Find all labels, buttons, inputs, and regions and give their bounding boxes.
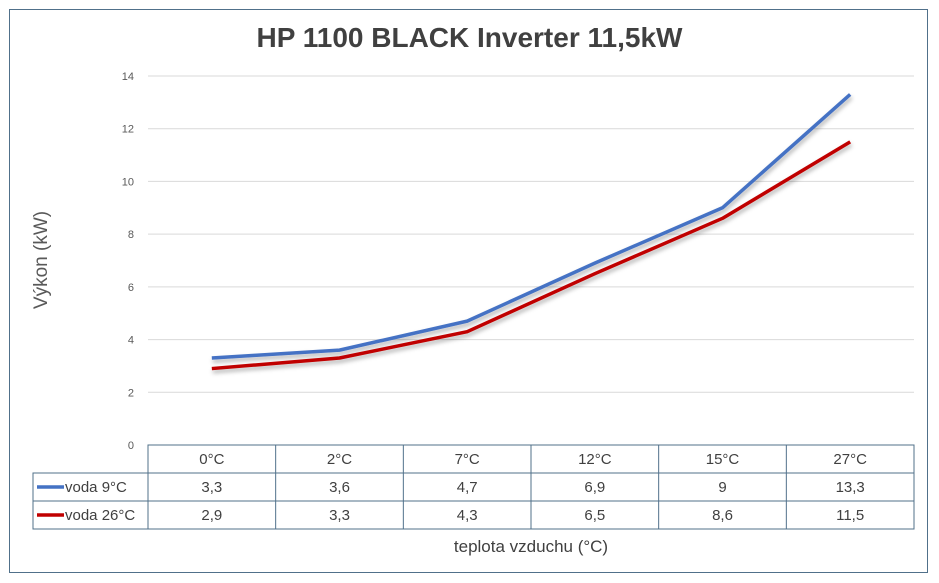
- y-tick-label: 10: [122, 176, 134, 188]
- data-label: 3,6: [329, 479, 350, 496]
- data-label: 6,9: [584, 479, 605, 496]
- y-tick-label: 4: [128, 335, 134, 347]
- data-label: 4,7: [457, 479, 478, 496]
- data-label: 9: [718, 479, 726, 496]
- x-category-label: 12°C: [578, 451, 612, 468]
- legend-label: voda 26°C: [65, 507, 135, 524]
- y-tick-label: 0: [128, 440, 134, 452]
- data-label: 11,5: [836, 507, 864, 524]
- legend-label: voda 9°C: [65, 479, 127, 496]
- data-label: 13,3: [836, 479, 865, 496]
- x-axis-title: teplota vzduchu (°C): [453, 537, 609, 556]
- y-tick-label: 12: [122, 124, 134, 136]
- x-category-label: 2°C: [327, 451, 352, 468]
- y-tick-label: 2: [128, 387, 134, 399]
- chart-frame: [9, 9, 928, 573]
- x-category-label: 27°C: [833, 451, 867, 468]
- x-category-label: 15°C: [706, 451, 740, 468]
- data-label: 3,3: [329, 507, 350, 524]
- x-category-label: 0°C: [199, 451, 224, 468]
- series-line-1: [211, 93, 852, 360]
- data-label: 2,9: [201, 507, 222, 524]
- data-label: 3,3: [201, 479, 222, 496]
- data-label: 6,5: [584, 507, 605, 524]
- data-label: 4,3: [457, 507, 478, 524]
- data-label: 8,6: [712, 507, 733, 524]
- series-line-2: [211, 140, 852, 371]
- y-tick-label: 6: [128, 282, 134, 294]
- x-category-label: 7°C: [455, 451, 480, 468]
- chart-title: HP 1100 BLACK Inverter 11,5kW: [256, 22, 683, 53]
- y-tick-label: 14: [122, 71, 134, 83]
- y-tick-label: 8: [128, 229, 134, 241]
